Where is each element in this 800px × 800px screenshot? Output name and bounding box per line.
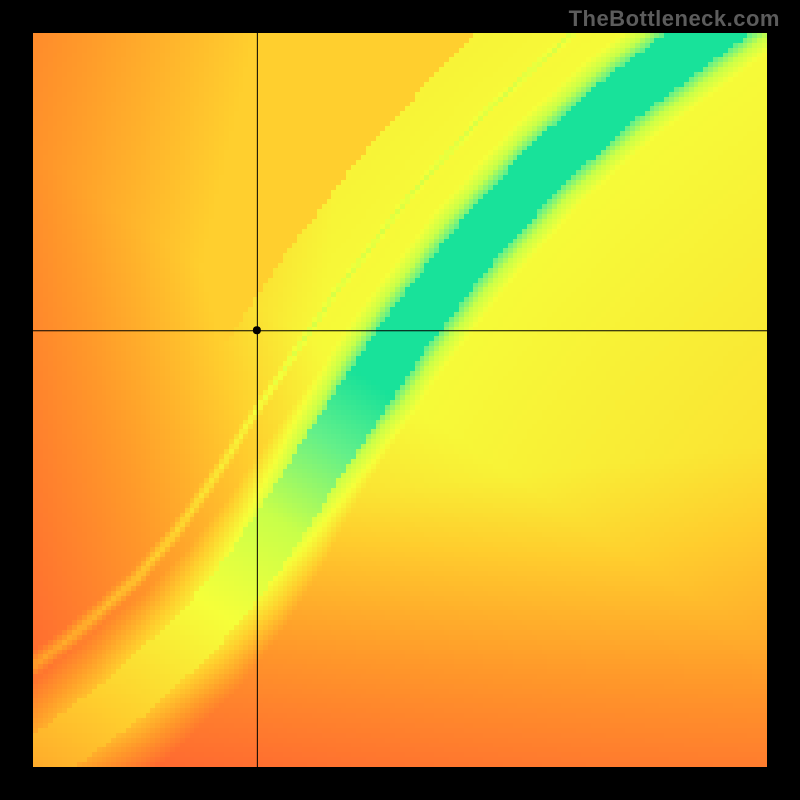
bottleneck-heatmap [33, 33, 767, 767]
chart-container: TheBottleneck.com [0, 0, 800, 800]
watermark-text: TheBottleneck.com [569, 6, 780, 32]
